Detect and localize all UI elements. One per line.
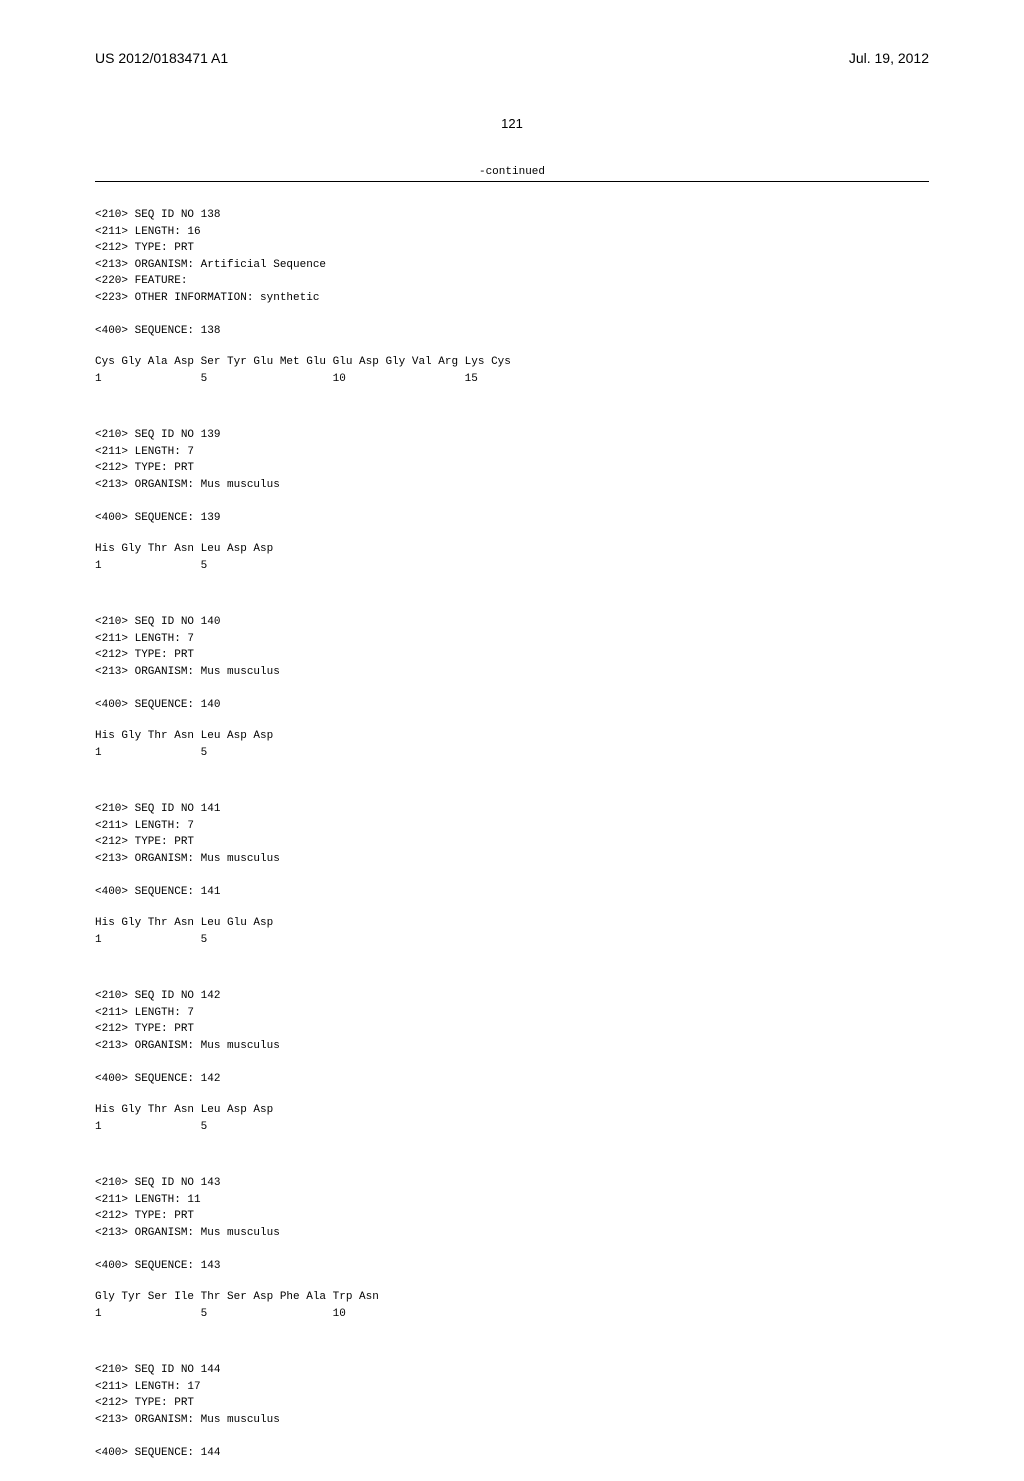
sequence-meta-line bbox=[95, 493, 929, 510]
sequence-meta-line: <213> ORGANISM: Mus musculus bbox=[95, 1225, 929, 1242]
sequence-positions: 1 5 bbox=[95, 745, 929, 762]
sequence-meta-line: <211> LENGTH: 11 bbox=[95, 1192, 929, 1209]
sequence-meta-line: <213> ORGANISM: Mus musculus bbox=[95, 1038, 929, 1055]
sequence-meta-line: <210> SEQ ID NO 138 bbox=[95, 207, 929, 224]
sequence-meta-line: <400> SEQUENCE: 142 bbox=[95, 1071, 929, 1088]
sequence-block: <210> SEQ ID NO 138<211> LENGTH: 16<212>… bbox=[95, 207, 929, 339]
sequence-meta-line: <400> SEQUENCE: 139 bbox=[95, 510, 929, 527]
sequence-meta-line: <210> SEQ ID NO 141 bbox=[95, 801, 929, 818]
sequence-data: Cys Gly Ala Asp Ser Tyr Glu Met Glu Glu … bbox=[95, 354, 929, 387]
sequence-block: <210> SEQ ID NO 141<211> LENGTH: 7<212> … bbox=[95, 801, 929, 900]
sequence-meta-line: <212> TYPE: PRT bbox=[95, 460, 929, 477]
sequence-positions: 1 5 10 15 bbox=[95, 371, 929, 388]
sequence-meta-line: <210> SEQ ID NO 143 bbox=[95, 1175, 929, 1192]
sequence-meta-line bbox=[95, 1428, 929, 1445]
sequence-data: His Gly Thr Asn Leu Glu Asp1 5 bbox=[95, 915, 929, 948]
spacer bbox=[95, 1466, 929, 1481]
sequence-meta-line: <223> OTHER INFORMATION: synthetic bbox=[95, 290, 929, 307]
sequence-residues: His Gly Thr Asn Leu Glu Asp bbox=[95, 915, 929, 932]
sequence-meta-line: <400> SEQUENCE: 144 bbox=[95, 1445, 929, 1462]
sequence-meta-line: <211> LENGTH: 7 bbox=[95, 444, 929, 461]
sequence-data: Gly Tyr Ser Ile Thr Ser Asp Phe Ala Trp … bbox=[95, 1289, 929, 1322]
sequence-data: His Gly Thr Asn Leu Asp Asp1 5 bbox=[95, 541, 929, 574]
sequence-meta-line: <400> SEQUENCE: 138 bbox=[95, 323, 929, 340]
sequence-meta-line bbox=[95, 867, 929, 884]
sequence-meta-line: <212> TYPE: PRT bbox=[95, 1021, 929, 1038]
sequence-meta-line bbox=[95, 1054, 929, 1071]
sequence-meta-line: <400> SEQUENCE: 143 bbox=[95, 1258, 929, 1275]
spacer bbox=[95, 948, 929, 963]
sequence-block: <210> SEQ ID NO 140<211> LENGTH: 7<212> … bbox=[95, 614, 929, 713]
sequence-residues: His Gly Thr Asn Leu Asp Asp bbox=[95, 728, 929, 745]
publication-date: Jul. 19, 2012 bbox=[849, 50, 929, 66]
sequence-meta-line bbox=[95, 680, 929, 697]
sequence-meta-line: <212> TYPE: PRT bbox=[95, 240, 929, 257]
publication-number: US 2012/0183471 A1 bbox=[95, 50, 228, 66]
divider-top bbox=[95, 181, 929, 182]
sequence-meta-line: <210> SEQ ID NO 142 bbox=[95, 988, 929, 1005]
spacer bbox=[95, 387, 929, 402]
sequence-block: <210> SEQ ID NO 139<211> LENGTH: 7<212> … bbox=[95, 427, 929, 526]
sequence-meta-line: <211> LENGTH: 16 bbox=[95, 224, 929, 241]
sequence-data: His Gly Thr Asn Leu Asp Asp1 5 bbox=[95, 728, 929, 761]
sequence-positions: 1 5 bbox=[95, 558, 929, 575]
continued-label: -continued bbox=[95, 166, 929, 178]
sequence-meta-line: <220> FEATURE: bbox=[95, 273, 929, 290]
page-header: US 2012/0183471 A1 Jul. 19, 2012 bbox=[95, 50, 929, 66]
sequence-meta-line: <213> ORGANISM: Mus musculus bbox=[95, 664, 929, 681]
sequence-meta-line: <211> LENGTH: 7 bbox=[95, 631, 929, 648]
sequence-meta-line: <212> TYPE: PRT bbox=[95, 1208, 929, 1225]
page-number: 121 bbox=[95, 116, 929, 131]
sequences-container: <210> SEQ ID NO 138<211> LENGTH: 16<212>… bbox=[95, 207, 929, 1481]
sequence-meta-line: <211> LENGTH: 7 bbox=[95, 1005, 929, 1022]
sequence-positions: 1 5 bbox=[95, 1119, 929, 1136]
spacer bbox=[95, 761, 929, 776]
sequence-meta-line: <400> SEQUENCE: 141 bbox=[95, 884, 929, 901]
sequence-meta-line bbox=[95, 1241, 929, 1258]
sequence-positions: 1 5 bbox=[95, 932, 929, 949]
spacer bbox=[95, 574, 929, 589]
sequence-meta-line: <400> SEQUENCE: 140 bbox=[95, 697, 929, 714]
sequence-meta-line: <210> SEQ ID NO 140 bbox=[95, 614, 929, 631]
sequence-residues: His Gly Thr Asn Leu Asp Asp bbox=[95, 1102, 929, 1119]
continued-section: -continued bbox=[95, 166, 929, 182]
sequence-residues: Gly Tyr Ser Ile Thr Ser Asp Phe Ala Trp … bbox=[95, 1289, 929, 1306]
sequence-meta-line: <213> ORGANISM: Mus musculus bbox=[95, 477, 929, 494]
sequence-meta-line: <212> TYPE: PRT bbox=[95, 834, 929, 851]
spacer bbox=[95, 1322, 929, 1337]
sequence-residues: Cys Gly Ala Asp Ser Tyr Glu Met Glu Glu … bbox=[95, 354, 929, 371]
sequence-meta-line: <210> SEQ ID NO 144 bbox=[95, 1362, 929, 1379]
sequence-meta-line: <213> ORGANISM: Artificial Sequence bbox=[95, 257, 929, 274]
sequence-meta-line: <212> TYPE: PRT bbox=[95, 647, 929, 664]
spacer bbox=[95, 1135, 929, 1150]
sequence-meta-line: <211> LENGTH: 17 bbox=[95, 1379, 929, 1396]
sequence-meta-line: <213> ORGANISM: Mus musculus bbox=[95, 851, 929, 868]
sequence-meta-line: <211> LENGTH: 7 bbox=[95, 818, 929, 835]
sequence-residues: His Gly Thr Asn Leu Asp Asp bbox=[95, 541, 929, 558]
sequence-meta-line bbox=[95, 306, 929, 323]
sequence-block: <210> SEQ ID NO 144<211> LENGTH: 17<212>… bbox=[95, 1362, 929, 1461]
sequence-meta-line: <210> SEQ ID NO 139 bbox=[95, 427, 929, 444]
sequence-meta-line: <213> ORGANISM: Mus musculus bbox=[95, 1412, 929, 1429]
sequence-data: His Gly Thr Asn Leu Asp Asp1 5 bbox=[95, 1102, 929, 1135]
sequence-meta-line: <212> TYPE: PRT bbox=[95, 1395, 929, 1412]
sequence-block: <210> SEQ ID NO 143<211> LENGTH: 11<212>… bbox=[95, 1175, 929, 1274]
sequence-block: <210> SEQ ID NO 142<211> LENGTH: 7<212> … bbox=[95, 988, 929, 1087]
